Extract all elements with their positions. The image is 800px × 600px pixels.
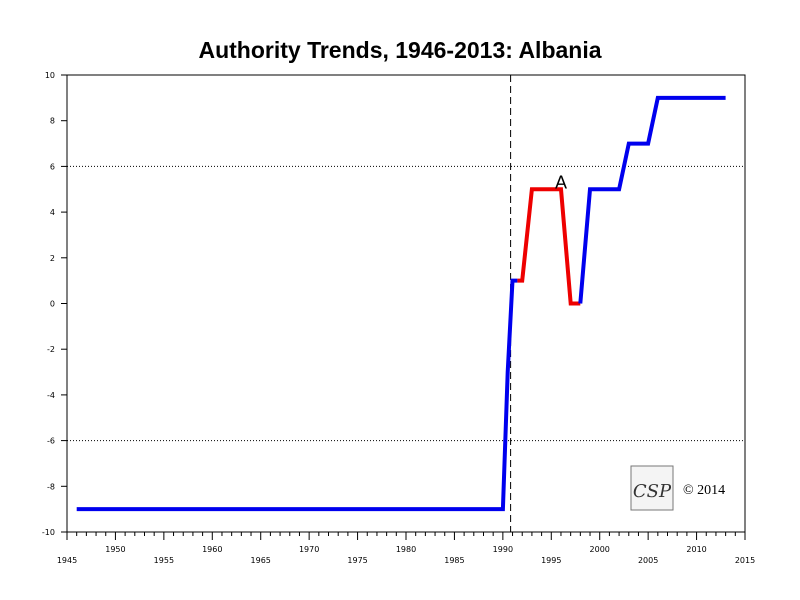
y-tick-label: 2 — [50, 254, 55, 263]
y-tick-label: 6 — [50, 162, 55, 171]
x-tick-label: 1945 — [57, 556, 77, 565]
x-tick-label: 1960 — [202, 545, 222, 554]
x-tick-label: 1965 — [251, 556, 271, 565]
y-tick-label: -6 — [47, 437, 55, 446]
x-tick-label: 1995 — [541, 556, 561, 565]
y-tick-label: -8 — [47, 482, 55, 491]
csp-logo: CSP — [630, 465, 674, 511]
x-tick-label: 2000 — [590, 545, 610, 554]
x-axis: 1945 1950 1955 1960 1965 1970 1975 1980 1985 1990… — [57, 532, 755, 565]
y-tick-label: 8 — [50, 117, 55, 126]
reference-lines — [67, 165, 745, 442]
x-tick-label: 1980 — [396, 545, 416, 554]
x-tick-label: 1975 — [347, 556, 367, 565]
x-tick-label: 1955 — [154, 556, 174, 565]
y-tick-label: -4 — [47, 391, 55, 400]
series-layer — [76, 95, 726, 512]
y-tick-label: 10 — [45, 71, 55, 80]
y-tick-label: 4 — [50, 208, 55, 217]
annotation-label: A — [555, 172, 567, 192]
logo-text: CSP — [633, 481, 672, 502]
chart-title: Authority Trends, 1946-2013: Albania — [198, 37, 601, 63]
series-line-0 — [76, 278, 518, 512]
y-tick-label: -2 — [47, 345, 55, 354]
y-tick-label: 0 — [50, 300, 55, 309]
series-line-2 — [578, 95, 726, 304]
annotations: A — [555, 172, 567, 192]
x-tick-label: 2010 — [686, 545, 706, 554]
x-tick-label: 1990 — [493, 545, 513, 554]
x-tick-label: 2005 — [638, 556, 658, 565]
x-tick-label: 2015 — [735, 556, 755, 565]
x-tick-label: 1950 — [105, 545, 125, 554]
y-axis: -10 -8 -6 -4 -2 0 2 4 6 8 10 — [42, 71, 67, 537]
series-line-1 — [517, 187, 581, 306]
copyright-text: © 2014 — [683, 483, 725, 498]
y-tick-label: -10 — [42, 528, 55, 537]
x-tick-label: 1970 — [299, 545, 319, 554]
x-tick-label: 1985 — [444, 556, 464, 565]
